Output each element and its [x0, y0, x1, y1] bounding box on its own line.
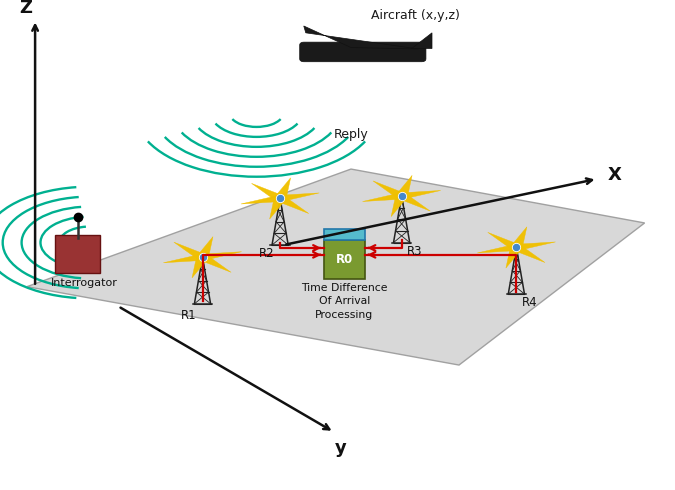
- Text: R4: R4: [522, 296, 538, 310]
- Polygon shape: [515, 242, 556, 250]
- Polygon shape: [279, 193, 319, 201]
- Polygon shape: [391, 195, 408, 217]
- Polygon shape: [396, 175, 412, 197]
- Polygon shape: [398, 194, 430, 211]
- Polygon shape: [373, 181, 406, 198]
- Polygon shape: [400, 191, 441, 199]
- Polygon shape: [412, 33, 432, 49]
- Text: Interrogator: Interrogator: [51, 278, 117, 288]
- Polygon shape: [304, 26, 418, 49]
- Text: y: y: [335, 439, 347, 457]
- Text: Z: Z: [19, 0, 32, 17]
- Polygon shape: [241, 196, 281, 204]
- Text: R1: R1: [181, 309, 197, 322]
- Polygon shape: [196, 237, 213, 258]
- Polygon shape: [488, 232, 520, 250]
- Text: Time Difference
Of Arrival
Processing: Time Difference Of Arrival Processing: [301, 283, 387, 319]
- Polygon shape: [192, 256, 209, 278]
- Polygon shape: [510, 227, 527, 248]
- Polygon shape: [477, 245, 518, 253]
- Text: X: X: [608, 167, 622, 184]
- Polygon shape: [27, 169, 645, 365]
- Polygon shape: [512, 245, 545, 263]
- Text: R3: R3: [408, 245, 423, 258]
- Bar: [324, 229, 365, 240]
- Polygon shape: [163, 254, 204, 263]
- Polygon shape: [198, 255, 231, 272]
- Text: Aircraft (x,y,z): Aircraft (x,y,z): [371, 9, 460, 22]
- FancyBboxPatch shape: [300, 42, 426, 62]
- Polygon shape: [276, 196, 308, 214]
- Text: R2: R2: [259, 247, 275, 261]
- Polygon shape: [201, 252, 242, 260]
- Polygon shape: [274, 178, 291, 199]
- FancyBboxPatch shape: [55, 235, 100, 273]
- Polygon shape: [252, 183, 284, 201]
- Bar: [324, 240, 365, 279]
- Polygon shape: [362, 193, 403, 201]
- Polygon shape: [506, 246, 522, 268]
- Polygon shape: [174, 242, 207, 260]
- Polygon shape: [269, 197, 286, 219]
- Text: R0: R0: [335, 253, 353, 266]
- Text: Reply: Reply: [334, 128, 369, 141]
